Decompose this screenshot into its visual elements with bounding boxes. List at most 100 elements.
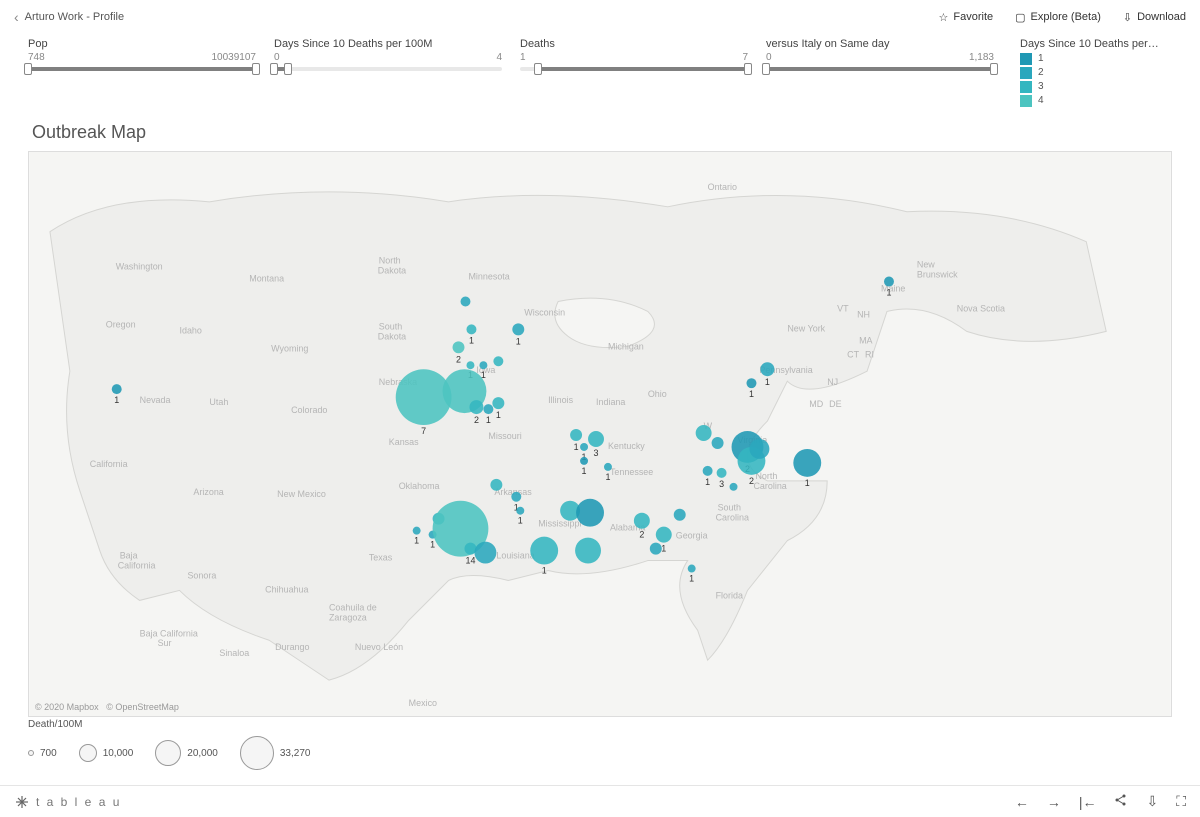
filter-1[interactable]: Days Since 10 Deaths per 100M 04 [274, 38, 520, 108]
footer-bar: t a b l e a u ← → |← ⇩ ⛶ [0, 785, 1200, 817]
data-bubble[interactable] [492, 397, 504, 409]
size-circle-icon [79, 744, 97, 762]
bubble-label: 2 [639, 530, 644, 540]
data-bubble[interactable] [717, 468, 727, 478]
data-bubble[interactable] [793, 449, 821, 477]
size-legend-item: 10,000 [79, 744, 134, 762]
data-bubble[interactable] [580, 443, 588, 451]
data-bubble[interactable] [474, 542, 496, 564]
bubble-label: 1 [661, 544, 666, 554]
data-bubble[interactable] [469, 400, 483, 414]
data-bubble[interactable] [512, 323, 524, 335]
data-bubble[interactable] [703, 466, 713, 476]
data-bubble[interactable] [688, 565, 696, 573]
data-bubble[interactable] [511, 492, 521, 502]
state-label: Georgia [676, 531, 708, 541]
explore-button[interactable]: ▢ Explore (Beta) [1015, 11, 1101, 24]
data-bubble[interactable] [466, 361, 474, 369]
data-bubble[interactable] [453, 341, 465, 353]
bubble-label: 1 [689, 573, 694, 583]
data-bubble[interactable] [516, 507, 524, 515]
undo-button[interactable]: ← [1015, 794, 1029, 810]
state-label: VT [837, 303, 849, 313]
slider-track[interactable] [766, 67, 994, 71]
state-label: Carolina [753, 481, 786, 491]
data-bubble[interactable] [396, 369, 452, 425]
data-bubble[interactable] [460, 296, 470, 306]
slider-handle-right[interactable] [990, 63, 998, 75]
bubble-label: 1 [749, 389, 754, 399]
data-bubble[interactable] [760, 362, 774, 376]
slider-handle-right[interactable] [284, 63, 292, 75]
data-bubble[interactable] [884, 277, 894, 287]
reset-button[interactable]: |← [1079, 794, 1097, 810]
slider-track[interactable] [520, 67, 748, 71]
tableau-logo[interactable]: t a b l e a u [14, 794, 121, 810]
data-bubble[interactable] [493, 356, 503, 366]
download-label: Download [1137, 11, 1186, 23]
data-bubble[interactable] [490, 479, 502, 491]
download-footer-button[interactable]: ⇩ [1146, 793, 1158, 810]
slider-handle-right[interactable] [252, 63, 260, 75]
state-label: Nova Scotia [957, 303, 1005, 313]
data-bubble[interactable] [413, 527, 421, 535]
data-bubble[interactable] [479, 361, 487, 369]
data-bubble[interactable] [570, 429, 582, 441]
legend-item[interactable]: 2 [1020, 66, 1172, 80]
data-bubble[interactable] [650, 543, 662, 555]
favorite-button[interactable]: ☆ Favorite [939, 11, 994, 24]
data-bubble[interactable] [112, 384, 122, 394]
back-link[interactable]: ‹ Arturo Work - Profile [14, 9, 124, 25]
legend-item[interactable]: 4 [1020, 94, 1172, 108]
legend-value: 2 [1038, 66, 1044, 80]
bubble-label: 1 [516, 336, 521, 346]
legend-item[interactable]: 3 [1020, 80, 1172, 94]
legend-item[interactable]: 1 [1020, 52, 1172, 66]
data-bubble[interactable] [575, 538, 601, 564]
state-label: Kansas [389, 437, 419, 447]
redo-button[interactable]: → [1047, 794, 1061, 810]
map-container[interactable]: WashingtonMontanaNorthDakotaMinnesotaOnt… [28, 151, 1172, 717]
data-bubble[interactable] [712, 437, 724, 449]
data-bubble[interactable] [656, 527, 672, 543]
data-bubble[interactable] [746, 378, 756, 388]
state-label: Tennessee [610, 467, 653, 477]
data-bubble[interactable] [580, 457, 588, 465]
slider-handle-left[interactable] [534, 63, 542, 75]
slider-track[interactable] [28, 67, 256, 71]
slider-handle-right[interactable] [744, 63, 752, 75]
state-label: Michigan [608, 341, 644, 351]
filter-3[interactable]: versus Italy on Same day 01,183 [766, 38, 1012, 108]
share-button[interactable] [1114, 793, 1128, 810]
filter-0[interactable]: Pop 74810039107 [28, 38, 274, 108]
data-bubble[interactable] [588, 431, 604, 447]
data-bubble[interactable] [466, 324, 476, 334]
data-bubble[interactable] [634, 513, 650, 529]
state-label: Arizona [193, 487, 223, 497]
map-svg: WashingtonMontanaNorthDakotaMinnesotaOnt… [29, 152, 1171, 716]
state-label: Sinaloa [219, 648, 249, 658]
data-bubble[interactable] [674, 509, 686, 521]
data-bubble[interactable] [749, 439, 769, 459]
filter-max: 7 [742, 52, 748, 63]
legend-swatch [1020, 81, 1032, 93]
filter-2[interactable]: Deaths 17 [520, 38, 766, 108]
slider-handle-left[interactable] [24, 63, 32, 75]
size-legend: 70010,00020,00033,270 [0, 732, 1200, 770]
state-label: MD [809, 399, 823, 409]
data-bubble[interactable] [696, 425, 712, 441]
data-bubble[interactable] [530, 537, 558, 565]
slider-handle-left[interactable] [762, 63, 770, 75]
data-bubble[interactable] [576, 499, 604, 527]
state-label: Missouri [488, 431, 521, 441]
slider-handle-left[interactable] [270, 63, 278, 75]
fullscreen-button[interactable]: ⛶ [1176, 793, 1186, 810]
data-bubble[interactable] [730, 483, 738, 491]
data-bubble[interactable] [604, 463, 612, 471]
data-bubble[interactable] [483, 404, 493, 414]
bubble-label: 1 [574, 442, 579, 452]
download-button[interactable]: ⇩ Download [1123, 11, 1186, 24]
state-label: New [917, 260, 935, 270]
slider-track[interactable] [274, 67, 502, 71]
state-label: Zaragoza [329, 612, 367, 622]
